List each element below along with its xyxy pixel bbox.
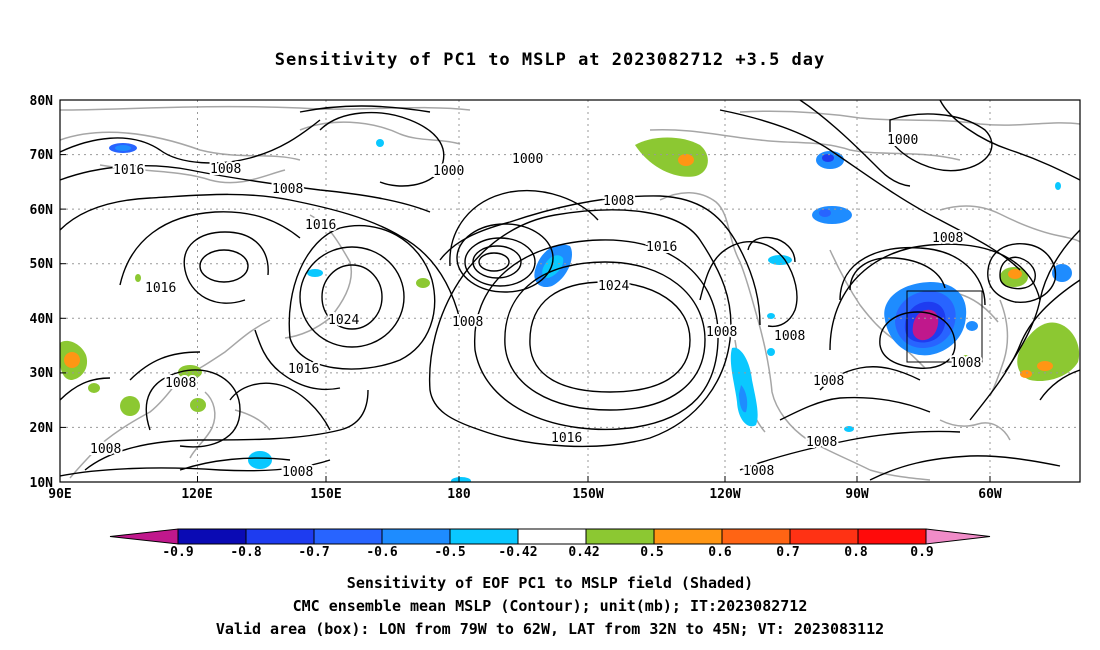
contour-label: 1016	[305, 218, 336, 233]
colorbar-segment	[653, 528, 723, 545]
lat-tick-label: 30N	[30, 366, 54, 381]
contour-label-group: 1016 1008 1008 1000 1000 1008 1000 1016 …	[88, 131, 983, 482]
contour-label: 1008	[272, 182, 303, 197]
colorbar-segment	[109, 528, 179, 545]
caption-line-3: Valid area (box): LON from 79W to 62W, L…	[215, 620, 885, 638]
plot-frame	[59, 99, 1081, 483]
colorbar-segment	[381, 528, 451, 545]
colorbar-segment	[721, 528, 791, 545]
chart-title: Sensitivity of PC1 to MSLP at 2023082712…	[274, 50, 826, 70]
contour-label: 1016	[551, 431, 582, 446]
colorbar-label: 0.7	[776, 545, 799, 560]
colorbar-label: 0.8	[844, 545, 868, 560]
colorbar-label: 0.42	[568, 545, 599, 560]
contour-label: 1008	[282, 465, 313, 480]
mslp-contours	[60, 100, 1080, 481]
contour-label: 1008	[706, 325, 737, 340]
contour-label: 1008	[774, 329, 805, 344]
colorbar-label: -0.9	[162, 545, 193, 560]
contour-label: 1016	[113, 163, 144, 178]
colorbar-segment	[925, 528, 991, 545]
colorbar-label: -0.6	[366, 545, 397, 560]
lon-tick-label: 90W	[845, 487, 869, 502]
contour-label: 1008	[603, 194, 634, 209]
colorbar-label: 0.6	[708, 545, 732, 560]
contour-label: 1008	[806, 435, 837, 450]
longitude-labels: 90E 120E 150E 180 150W 120W 90W 60W	[48, 487, 1002, 502]
valid-area-box	[906, 290, 983, 363]
lat-tick-label: 20N	[30, 421, 54, 436]
colorbar-label: -0.5	[434, 545, 465, 560]
colorbar-segment	[449, 528, 519, 545]
contour-label: 1016	[288, 362, 319, 377]
contour-label: 1008	[210, 162, 241, 177]
colorbar-segment	[789, 528, 859, 545]
lat-tick-label: 40N	[30, 312, 54, 327]
colorbar-label: 0.9	[910, 545, 933, 560]
colorbar-segment	[857, 528, 927, 545]
contour-label: 1000	[512, 152, 543, 167]
contour-label: 1008	[743, 464, 774, 479]
coastlines	[60, 105, 1080, 481]
contour-label: 1000	[887, 133, 918, 148]
contour-label: 1008	[813, 374, 844, 389]
colorbar-segment	[313, 528, 383, 545]
colorbar-label: -0.42	[498, 545, 537, 560]
lon-tick-label: 120W	[709, 487, 740, 502]
caption-line-2: CMC ensemble mean MSLP (Contour); unit(m…	[292, 597, 808, 615]
lon-tick-label: 120E	[181, 487, 212, 502]
lat-tick-label: 70N	[30, 148, 54, 163]
colorbar-label: 0.5	[640, 545, 663, 560]
lon-tick-label: 90E	[48, 487, 71, 502]
lon-tick-label: 60W	[978, 487, 1002, 502]
contour-label: 1016	[646, 240, 677, 255]
grid-lines	[60, 100, 1080, 482]
lat-tick-label: 80N	[30, 94, 54, 109]
colorbar-segment	[177, 528, 247, 545]
map-plot-area: 1016 1008 1008 1000 1000 1008 1000 1016 …	[60, 100, 1080, 482]
contour-label: 1008	[950, 356, 981, 371]
contour-label: 1008	[90, 442, 121, 457]
colorbar-label: -0.7	[298, 545, 329, 560]
caption-line-1: Sensitivity of EOF PC1 to MSLP field (Sh…	[346, 574, 754, 592]
contour-label: 1000	[433, 164, 464, 179]
contour-label: 1008	[932, 231, 963, 246]
colorbar	[109, 528, 991, 545]
contour-label: 1024	[598, 279, 629, 294]
contour-label: 1016	[145, 281, 176, 296]
colorbar-segment	[585, 528, 655, 545]
colorbar-segment	[517, 528, 587, 545]
tick-marks	[60, 154, 991, 482]
colorbar-segment	[245, 528, 315, 545]
colorbar-labels: -0.9 -0.8 -0.7 -0.6 -0.5 -0.42 0.42 0.5 …	[162, 545, 933, 560]
lon-tick-label: 150E	[310, 487, 341, 502]
contour-label: 1008	[452, 315, 483, 330]
latitude-labels: 80N 70N 60N 50N 40N 30N 20N 10N	[30, 94, 54, 491]
contour-label: 1008	[165, 376, 196, 391]
colorbar-label: -0.8	[230, 545, 261, 560]
lon-tick-label: 150W	[572, 487, 603, 502]
lat-tick-label: 10N	[30, 476, 54, 491]
lon-tick-label: 180	[447, 487, 471, 502]
contour-label: 1024	[328, 313, 359, 328]
lat-tick-label: 60N	[30, 203, 54, 218]
lat-tick-label: 50N	[30, 257, 54, 272]
